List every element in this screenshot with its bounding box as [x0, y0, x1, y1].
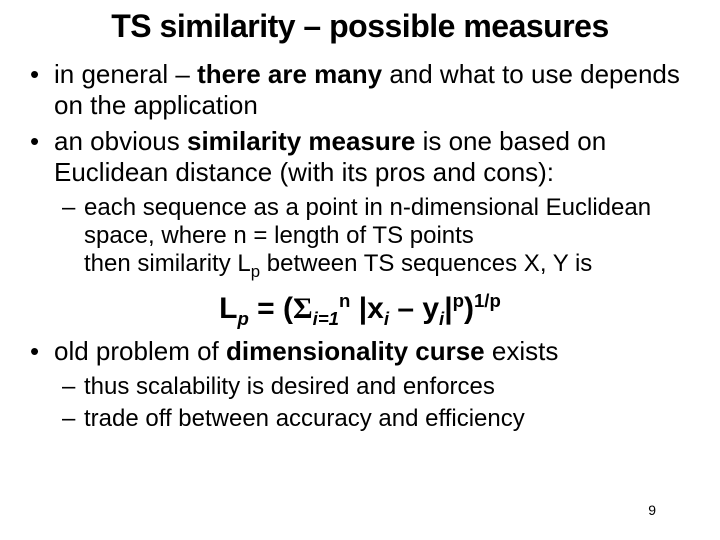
- b2-text-a: an obvious: [54, 126, 187, 156]
- sigma-icon: Σ: [293, 292, 313, 325]
- bullet-3: old problem of dimensionality curse exis…: [28, 336, 692, 433]
- f-sigsup: n: [339, 290, 350, 311]
- f-sigsub: i=1: [313, 308, 339, 329]
- f-mid: |x: [350, 292, 383, 325]
- b1-bold: there are many: [197, 59, 389, 89]
- bullet-3-sub1: thus scalability is desired and enforces: [62, 373, 692, 401]
- bullet-2-sublist: each sequence as a point in n-dimensiona…: [54, 194, 692, 282]
- b2-bold: similarity measure: [187, 126, 423, 156]
- b2s1-line2: then similarity Lp between TS sequences …: [84, 250, 692, 282]
- f-bar: |: [444, 292, 452, 325]
- bullet-3-sub2: trade off between accuracy and efficienc…: [62, 405, 692, 433]
- b1-text-a: in general –: [54, 59, 197, 89]
- bullet-list: in general – there are many and what to …: [28, 59, 692, 282]
- f-L: L: [219, 292, 237, 325]
- b2s1-b-sub: p: [251, 262, 260, 281]
- f-eq: = (: [249, 292, 293, 325]
- bullet-3-sublist: thus scalability is desired and enforces…: [54, 373, 692, 434]
- b3-text-b: exists: [492, 336, 558, 366]
- f-mid2: – y: [389, 292, 439, 325]
- f-close: ): [464, 292, 474, 325]
- bullet-1: in general – there are many and what to …: [28, 59, 692, 120]
- b3-text-a: old problem of: [54, 336, 226, 366]
- bullet-2: an obvious similarity measure is one bas…: [28, 126, 692, 282]
- b2s1-line1: each sequence as a point in n-dimensiona…: [84, 194, 692, 251]
- f-psup: p: [453, 290, 464, 311]
- bullet-list-2: old problem of dimensionality curse exis…: [28, 336, 692, 433]
- formula: Lp = (Σi=1n |xi – yi|p)1/p: [28, 290, 692, 330]
- page-number: 9: [648, 502, 656, 518]
- f-onep: 1/p: [474, 290, 501, 311]
- b2s1-b-post: between TS sequences X, Y is: [260, 250, 592, 277]
- b2s1-b-pre: then similarity L: [84, 250, 251, 277]
- bullet-2-sub1: each sequence as a point in n-dimensiona…: [62, 194, 692, 282]
- f-Lp: p: [237, 308, 248, 329]
- slide-title: TS similarity – possible measures: [28, 8, 692, 45]
- b3-bold: dimensionality curse: [226, 336, 492, 366]
